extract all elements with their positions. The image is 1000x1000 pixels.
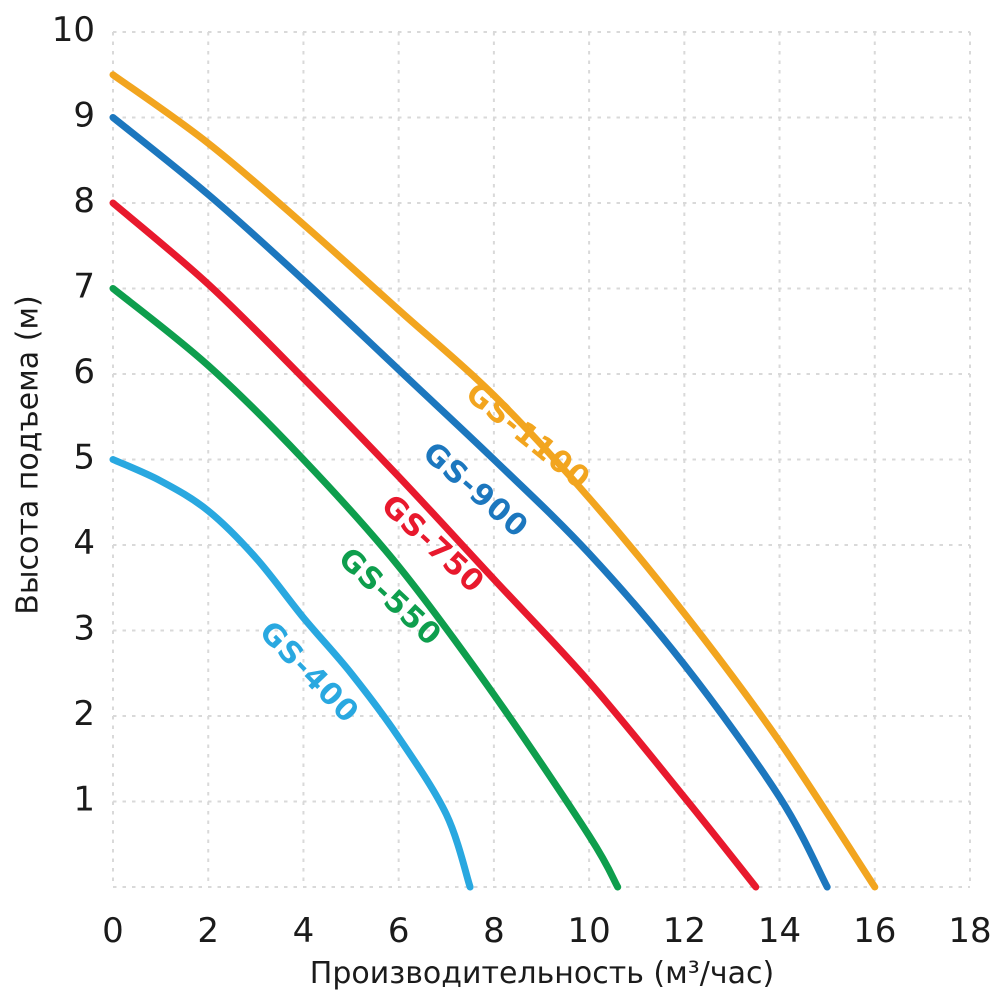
x-tick-label: 12 xyxy=(663,911,706,951)
y-tick-label: 6 xyxy=(73,352,95,392)
x-tick-label: 2 xyxy=(197,911,219,951)
y-tick-label: 4 xyxy=(73,523,95,563)
y-axis-title: Высота подъема (м) xyxy=(10,295,46,615)
curve-gs-1100 xyxy=(109,71,879,891)
x-tick-label: 0 xyxy=(102,911,124,951)
curve-gs-400 xyxy=(109,456,474,891)
curve-gs-750 xyxy=(109,199,760,891)
curve-gs-900 xyxy=(109,114,831,891)
x-tick-label: 6 xyxy=(388,911,410,951)
y-tick-label: 3 xyxy=(73,609,95,649)
x-tick-label: 8 xyxy=(483,911,505,951)
y-tick-label: 9 xyxy=(73,96,95,136)
y-tick-label: 8 xyxy=(73,181,95,221)
x-tick-label: 4 xyxy=(293,911,315,951)
x-tick-label: 14 xyxy=(758,911,801,951)
x-tick-label: 16 xyxy=(853,911,896,951)
y-tick-label: 5 xyxy=(73,438,95,478)
x-tick-label: 18 xyxy=(948,911,991,951)
x-tick-label: 10 xyxy=(567,911,610,951)
curve-gs-550 xyxy=(109,285,622,891)
y-tick-label: 1 xyxy=(73,780,95,820)
x-axis-title: Производительность (м³/час) xyxy=(309,956,775,991)
y-tick-label: 7 xyxy=(73,267,95,307)
y-tick-label: 2 xyxy=(73,694,95,734)
y-tick-label: 10 xyxy=(52,10,95,50)
